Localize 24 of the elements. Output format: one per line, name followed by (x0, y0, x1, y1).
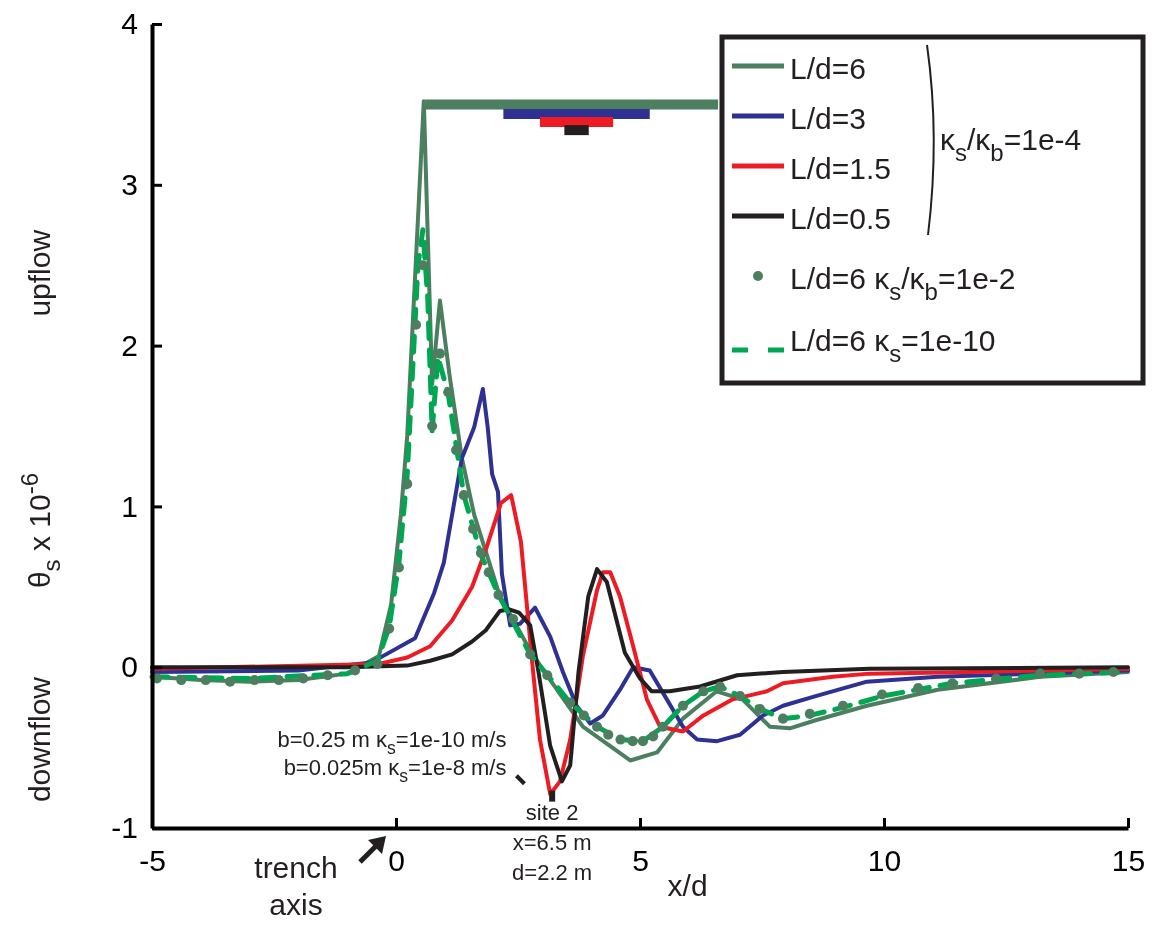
legend-label: L/d=3 (790, 102, 866, 135)
annotation: b=0.25 m κ$_{s}$=1e-10 m/s b=0.025m κ$_{s}$=1e-8 m/s (277, 726, 507, 787)
y-tick-label: 0 (121, 650, 138, 684)
y-tick-label: -1 (111, 811, 138, 845)
legend-label: L/d=0.5 (790, 202, 891, 235)
legend-title: κ$_{s}$/κ$_{b}$=1e-4 (940, 123, 1082, 166)
legend-label: L/d=6 κ$_{s}$=1e-10 (790, 324, 996, 367)
text: downflow (23, 676, 56, 803)
x-tick-label: 5 (632, 844, 649, 878)
x-axis-title: x/d (667, 869, 708, 902)
y-tick-label: 2 (121, 328, 138, 362)
x-tick-label: 0 (388, 844, 405, 878)
annotation: site 2 x=6.5 m d=2.2 m (512, 799, 593, 885)
legend-label: L/d=1.5 (790, 152, 891, 185)
legend-label: L/d=6 κ$_{s}$/κ$_{b}$=1e-2 (790, 262, 1016, 305)
x-tick-label: 15 (1111, 844, 1146, 878)
text: trench axis (254, 851, 338, 921)
y-tick-label: 3 (121, 167, 138, 201)
text: upflow (23, 229, 56, 317)
x-tick-label: 10 (867, 844, 902, 878)
x-tick-label: -5 (139, 844, 166, 878)
y-tick-label: 1 (121, 489, 138, 523)
y-tick-label: 4 (121, 7, 138, 41)
legend-label: L/d=6 (790, 52, 866, 85)
